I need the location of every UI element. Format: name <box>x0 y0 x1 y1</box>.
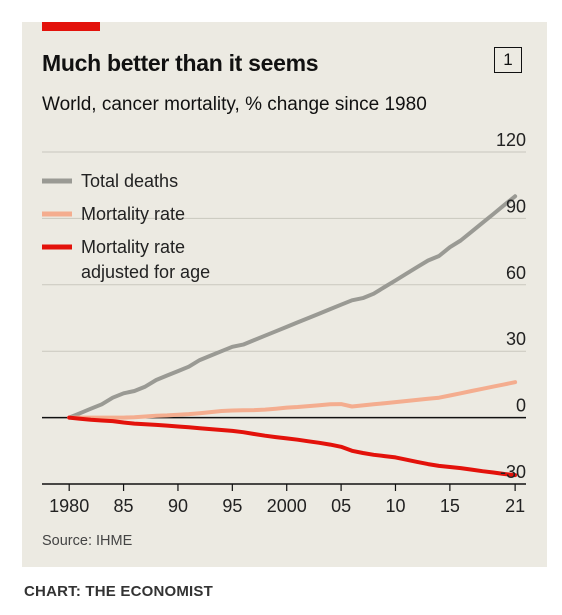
chart-number-badge: 1 <box>494 47 522 73</box>
y-tick-label: 0 <box>516 396 526 416</box>
y-tick-label: 30 <box>506 329 526 349</box>
economist-red-tab <box>42 22 100 31</box>
series-line-2 <box>67 415 518 478</box>
x-tick-label: 85 <box>114 496 134 516</box>
x-tick-label: 95 <box>222 496 242 516</box>
chart-credit: CHART: THE ECONOMIST <box>24 583 213 600</box>
legend-label: adjusted for age <box>81 262 210 282</box>
series-line-1 <box>67 380 518 420</box>
legend-label: Mortality rate <box>81 237 185 257</box>
source-note: Source: IHME <box>42 533 133 549</box>
legend: Total deaths Mortality rate Mortality rate… <box>42 171 210 282</box>
series-lines <box>67 194 518 478</box>
gridlines <box>42 151 526 485</box>
y-tick-label: 120 <box>496 130 526 150</box>
y-tick-label: -30 <box>500 462 526 482</box>
legend-label: Total deaths <box>81 171 178 191</box>
y-tick-label: 60 <box>506 263 526 283</box>
series-line-0 <box>67 194 518 420</box>
x-tick-label: 21 <box>505 496 525 516</box>
x-tick-label: 15 <box>440 496 460 516</box>
x-tick-label: 10 <box>385 496 405 516</box>
x-tick-label: 05 <box>331 496 351 516</box>
x-tick-label: 1980 <box>49 496 89 516</box>
x-tick-label: 2000 <box>267 496 307 516</box>
chart-title: Much better than it seems <box>42 50 319 76</box>
y-tick-label: 90 <box>506 196 526 216</box>
chart-subtitle: World, cancer mortality, % change since … <box>42 94 427 115</box>
legend-label: Mortality rate <box>81 204 185 224</box>
x-tick-label: 90 <box>168 496 188 516</box>
chart-card: Much better than it seems 1 World, cance… <box>22 22 547 567</box>
axes: 120 90 60 30 0 -30 1980 85 90 95 2000 05 10 15 21 <box>42 130 526 516</box>
